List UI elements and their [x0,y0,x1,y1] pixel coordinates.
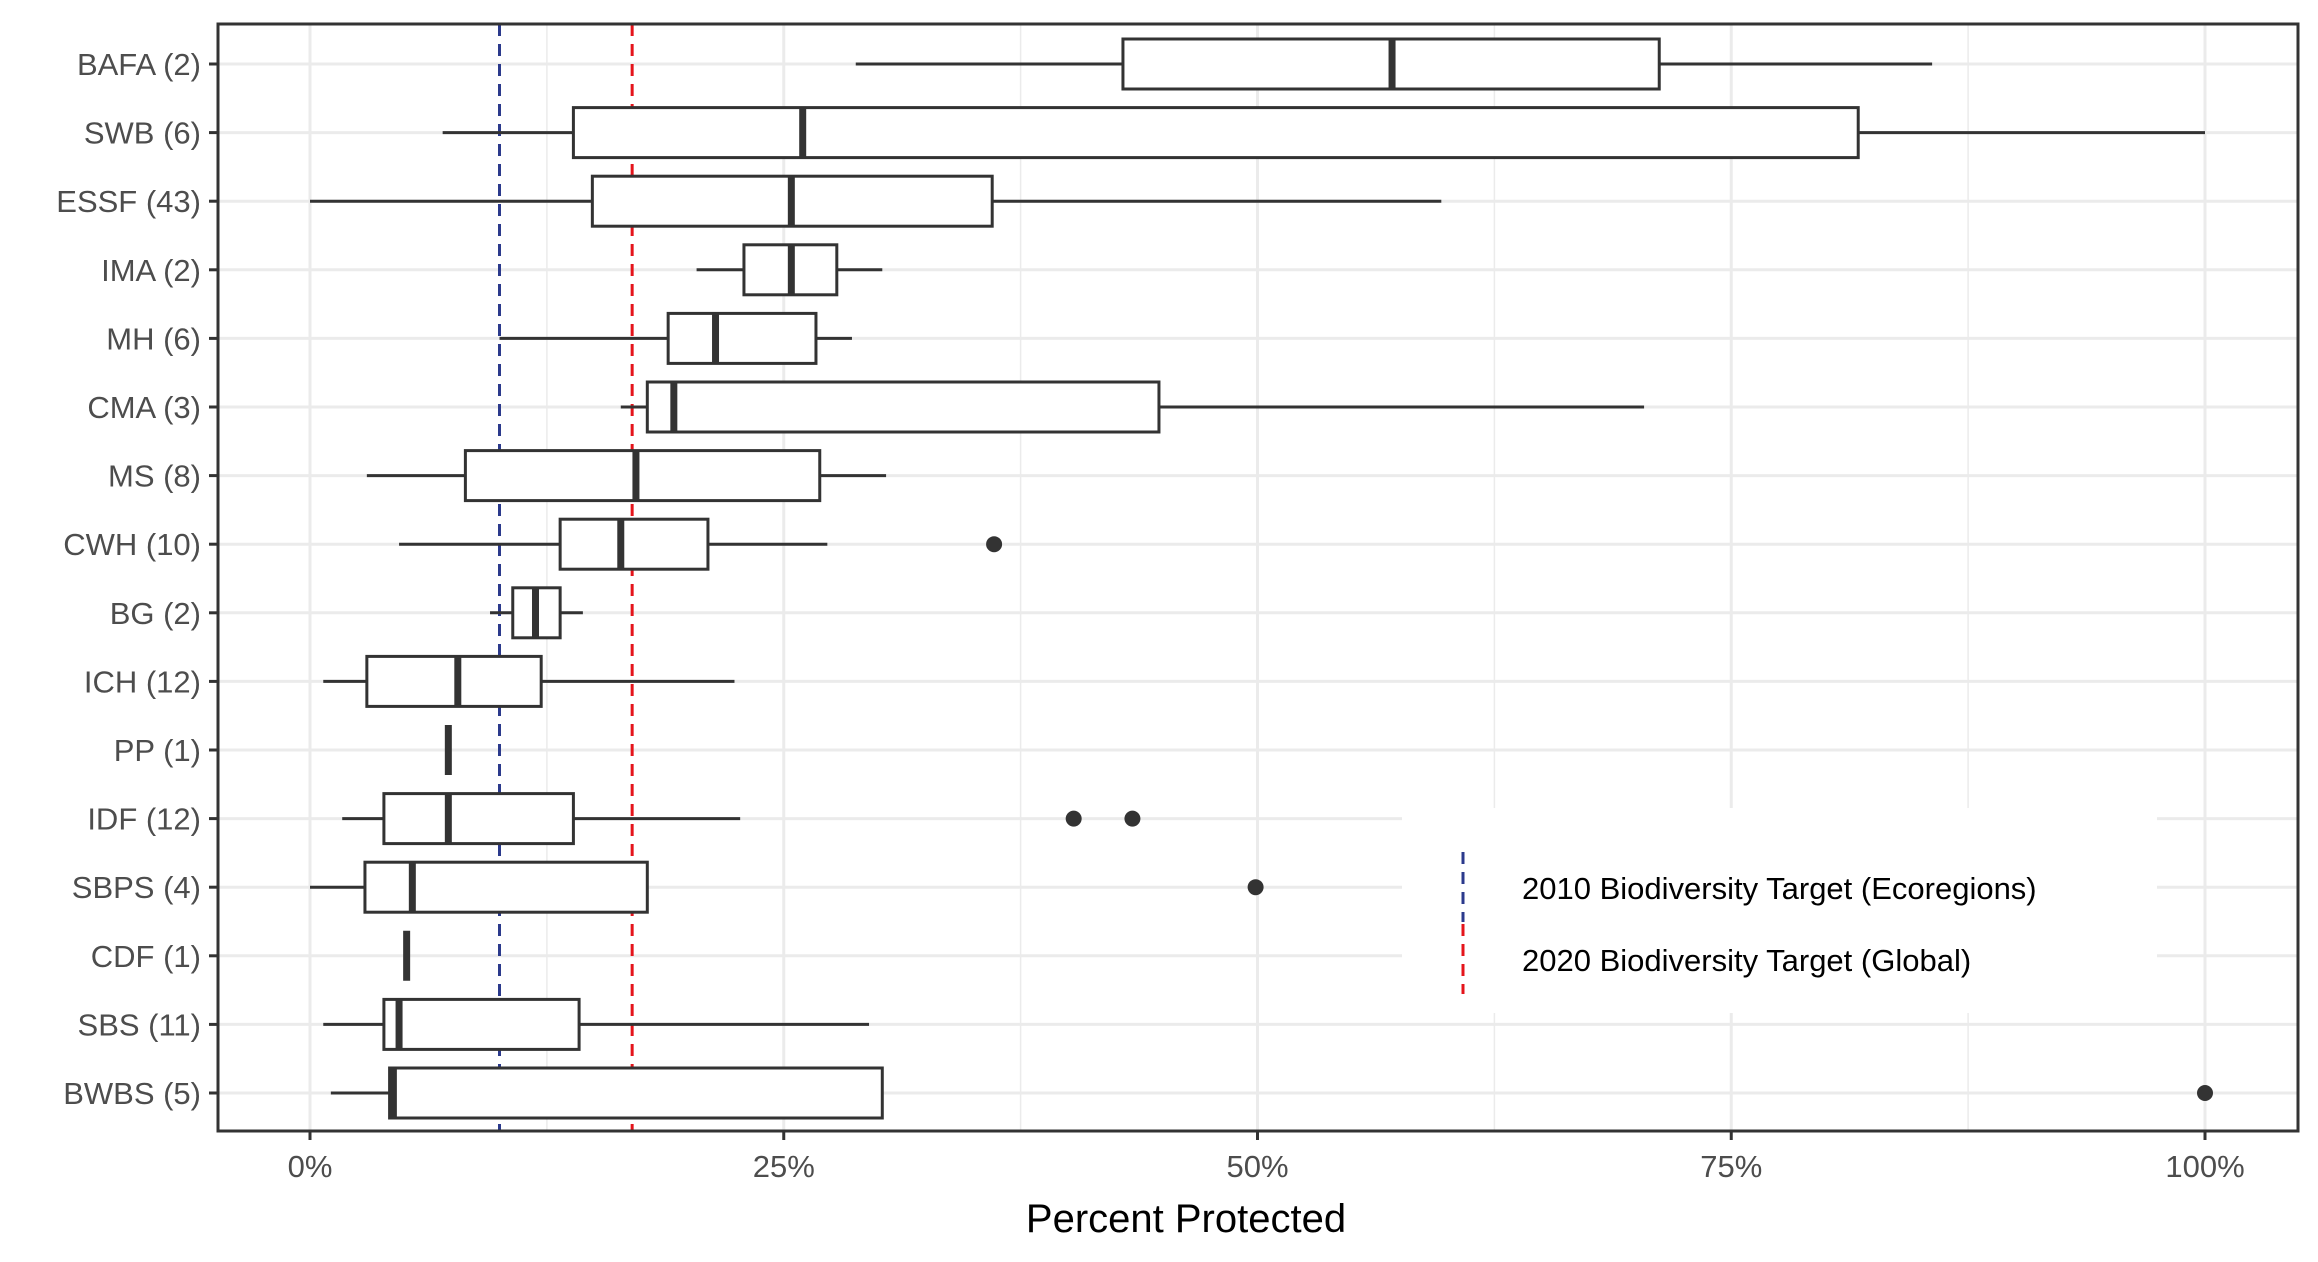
y-tick-label: IDF (12) [87,802,201,837]
y-tick-label: ESSF (43) [56,184,201,219]
box [666,311,818,365]
box-group [499,311,852,365]
y-tick-label: MH (6) [106,321,201,356]
box-group [366,449,887,503]
outliers [986,536,2213,1101]
outlier-point [1065,810,1082,827]
outlier-point [1124,810,1141,827]
box [365,654,543,708]
x-tick-label: 25% [753,1149,815,1184]
box [558,517,710,571]
box [645,380,1161,434]
box [363,860,649,914]
outlier-point [2197,1085,2213,1101]
box [463,449,822,503]
box-group [310,174,1442,228]
box [388,1066,884,1120]
y-tick-label: BG (2) [110,596,201,631]
x-tick-label: 100% [2165,1149,2244,1184]
axes: BAFA (2) SWB (6) ESSF (43) IMA (2) MH (6) CMA… [56,22,2300,1184]
box-group [490,586,583,640]
box-group [855,37,1933,91]
box-group [399,517,828,571]
y-tick-label: MS (8) [108,459,201,494]
y-tick-label: BWBS (5) [63,1076,201,1111]
box-group [696,243,883,297]
x-tick-label: 50% [1226,1149,1288,1184]
y-tick-label: CMA (3) [87,390,201,425]
outlier-point [986,536,1003,553]
boxes [310,37,2205,1120]
x-tick-label: 0% [288,1149,333,1184]
x-axis-title: Percent Protected [1026,1197,1346,1241]
y-tick-label: CWH (10) [63,527,201,562]
box [382,792,575,846]
y-tick-label: SWB (6) [84,116,201,151]
box-group [323,997,870,1051]
x-tick-label: 75% [1700,1149,1762,1184]
box-group [330,1066,884,1120]
y-tick-label: IMA (2) [101,253,201,288]
y-tick-label: ICH (12) [84,664,201,699]
box [571,106,1860,160]
legend-background [1402,808,2157,1013]
box-group [310,860,649,914]
legend-label: 2020 Biodiversity Target (Global) [1522,943,1971,978]
y-tick-label: BAFA (2) [77,47,201,82]
y-tick-label: SBPS (4) [72,870,201,905]
y-tick-label: CDF (1) [91,939,201,974]
box-group [442,106,2205,160]
outlier-point [1247,879,1264,896]
box-group [620,380,1645,434]
y-tick-label: PP (1) [114,733,201,768]
box-group [342,792,741,846]
box [382,997,581,1051]
legend-label: 2010 Biodiversity Target (Ecoregions) [1522,871,2037,906]
box-group [323,654,735,708]
legend: 2010 Biodiversity Target (Ecoregions) 202… [1402,808,2157,1013]
y-tick-label: SBS (11) [78,1007,201,1042]
